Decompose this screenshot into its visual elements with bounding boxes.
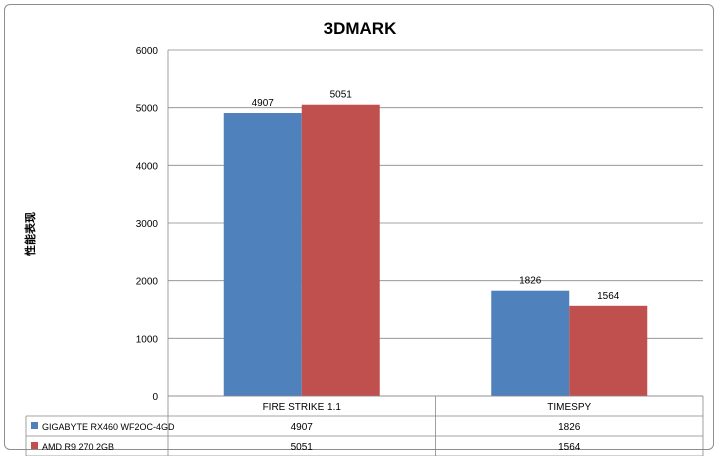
- data-label: 5051: [330, 90, 353, 101]
- bar: [301, 104, 380, 396]
- data-labels: 4907 5051 1826 1564: [252, 90, 620, 302]
- y-tick-labels: 0 1000 2000 3000 4000 5000 6000: [136, 46, 159, 403]
- data-label: 1564: [597, 291, 620, 302]
- y-tick-label: 3000: [136, 219, 159, 230]
- table-cell: 1826: [558, 422, 581, 433]
- legend-swatch: [31, 422, 38, 429]
- bars: [223, 104, 648, 396]
- bar: [491, 290, 570, 396]
- legend-swatch: [31, 442, 38, 449]
- table-cell: 5051: [291, 442, 314, 453]
- table-cell: 1564: [558, 442, 581, 453]
- y-tick-label: 4000: [136, 161, 159, 172]
- y-tick-label: 0: [152, 392, 158, 403]
- y-tick-label: 6000: [136, 46, 159, 57]
- legend-entry: GIGABYTE RX460 WF2OC-4GD: [42, 422, 175, 432]
- bar: [569, 305, 648, 396]
- bar: [223, 113, 302, 396]
- table-cell: 4907: [291, 422, 314, 433]
- category-label: FIRE STRIKE 1.1: [263, 402, 342, 413]
- y-axis-label: 性能表现: [23, 212, 37, 256]
- category-label: TIMESPY: [547, 402, 591, 413]
- legend-entry: AMD R9 270 2GB: [42, 442, 114, 452]
- data-table: FIRE STRIKE 1.1 TIMESPY GIGABYTE RX460 WF2…: [25, 395, 704, 456]
- chart-title: 3DMARK: [324, 19, 397, 38]
- y-tick-label: 1000: [136, 334, 159, 345]
- y-tick-label: 5000: [136, 104, 159, 115]
- y-tick-label: 2000: [136, 277, 159, 288]
- data-label: 4907: [252, 98, 275, 109]
- data-label: 1826: [519, 276, 542, 287]
